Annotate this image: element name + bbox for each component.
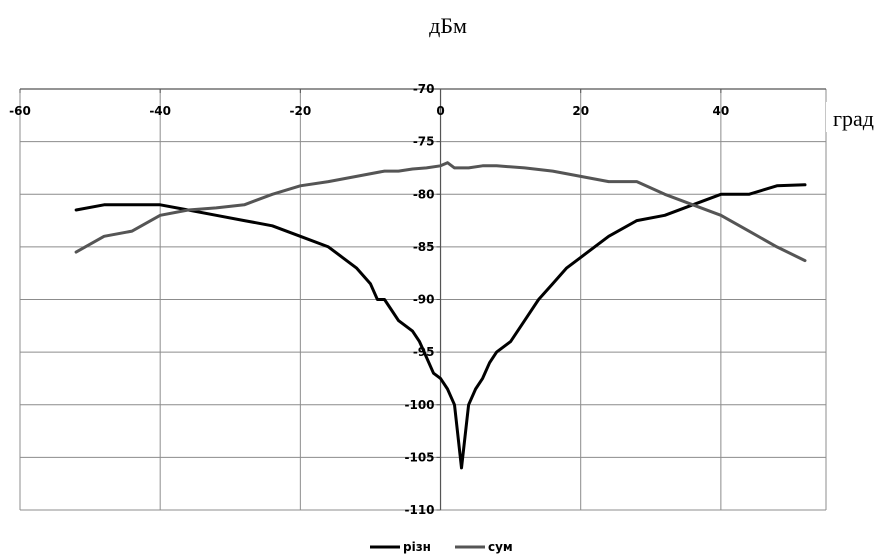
y-tick-label: -80	[413, 187, 435, 201]
x-axis-title: град	[833, 106, 874, 131]
y-tick-label: -95	[413, 345, 435, 359]
series-line-1	[74, 183, 807, 470]
y-tick-label: -100	[404, 398, 434, 412]
y-tick-label: -70	[413, 82, 435, 96]
x-tick-label: -20	[290, 104, 312, 118]
x-tick-label: -40	[149, 104, 171, 118]
axes	[19, 88, 826, 511]
series-layer	[74, 161, 807, 470]
y-tick-label: -110	[404, 503, 434, 517]
x-tick-label: -60	[9, 104, 31, 118]
tick-labels: -70 -75 -80 -85 -90 -95 -100 -105 -110 -60 -40 -20 0…	[9, 82, 729, 517]
y-tick-label: -85	[413, 240, 435, 254]
legend-label-1: різн	[403, 540, 431, 554]
y-tick-label: -105	[404, 450, 434, 464]
y-axis-title: дБм	[429, 13, 467, 38]
x-tick-label: 40	[713, 104, 730, 118]
legend: різн сум	[370, 540, 513, 554]
legend-label-2: сум	[488, 540, 513, 554]
x-tick-label: 20	[572, 104, 589, 118]
x-axis-title-background	[826, 102, 896, 132]
x-tick-label: 0	[436, 104, 444, 118]
series-line-2	[74, 161, 807, 263]
y-tick-label: -90	[413, 293, 435, 307]
y-tick-label: -75	[413, 135, 435, 149]
